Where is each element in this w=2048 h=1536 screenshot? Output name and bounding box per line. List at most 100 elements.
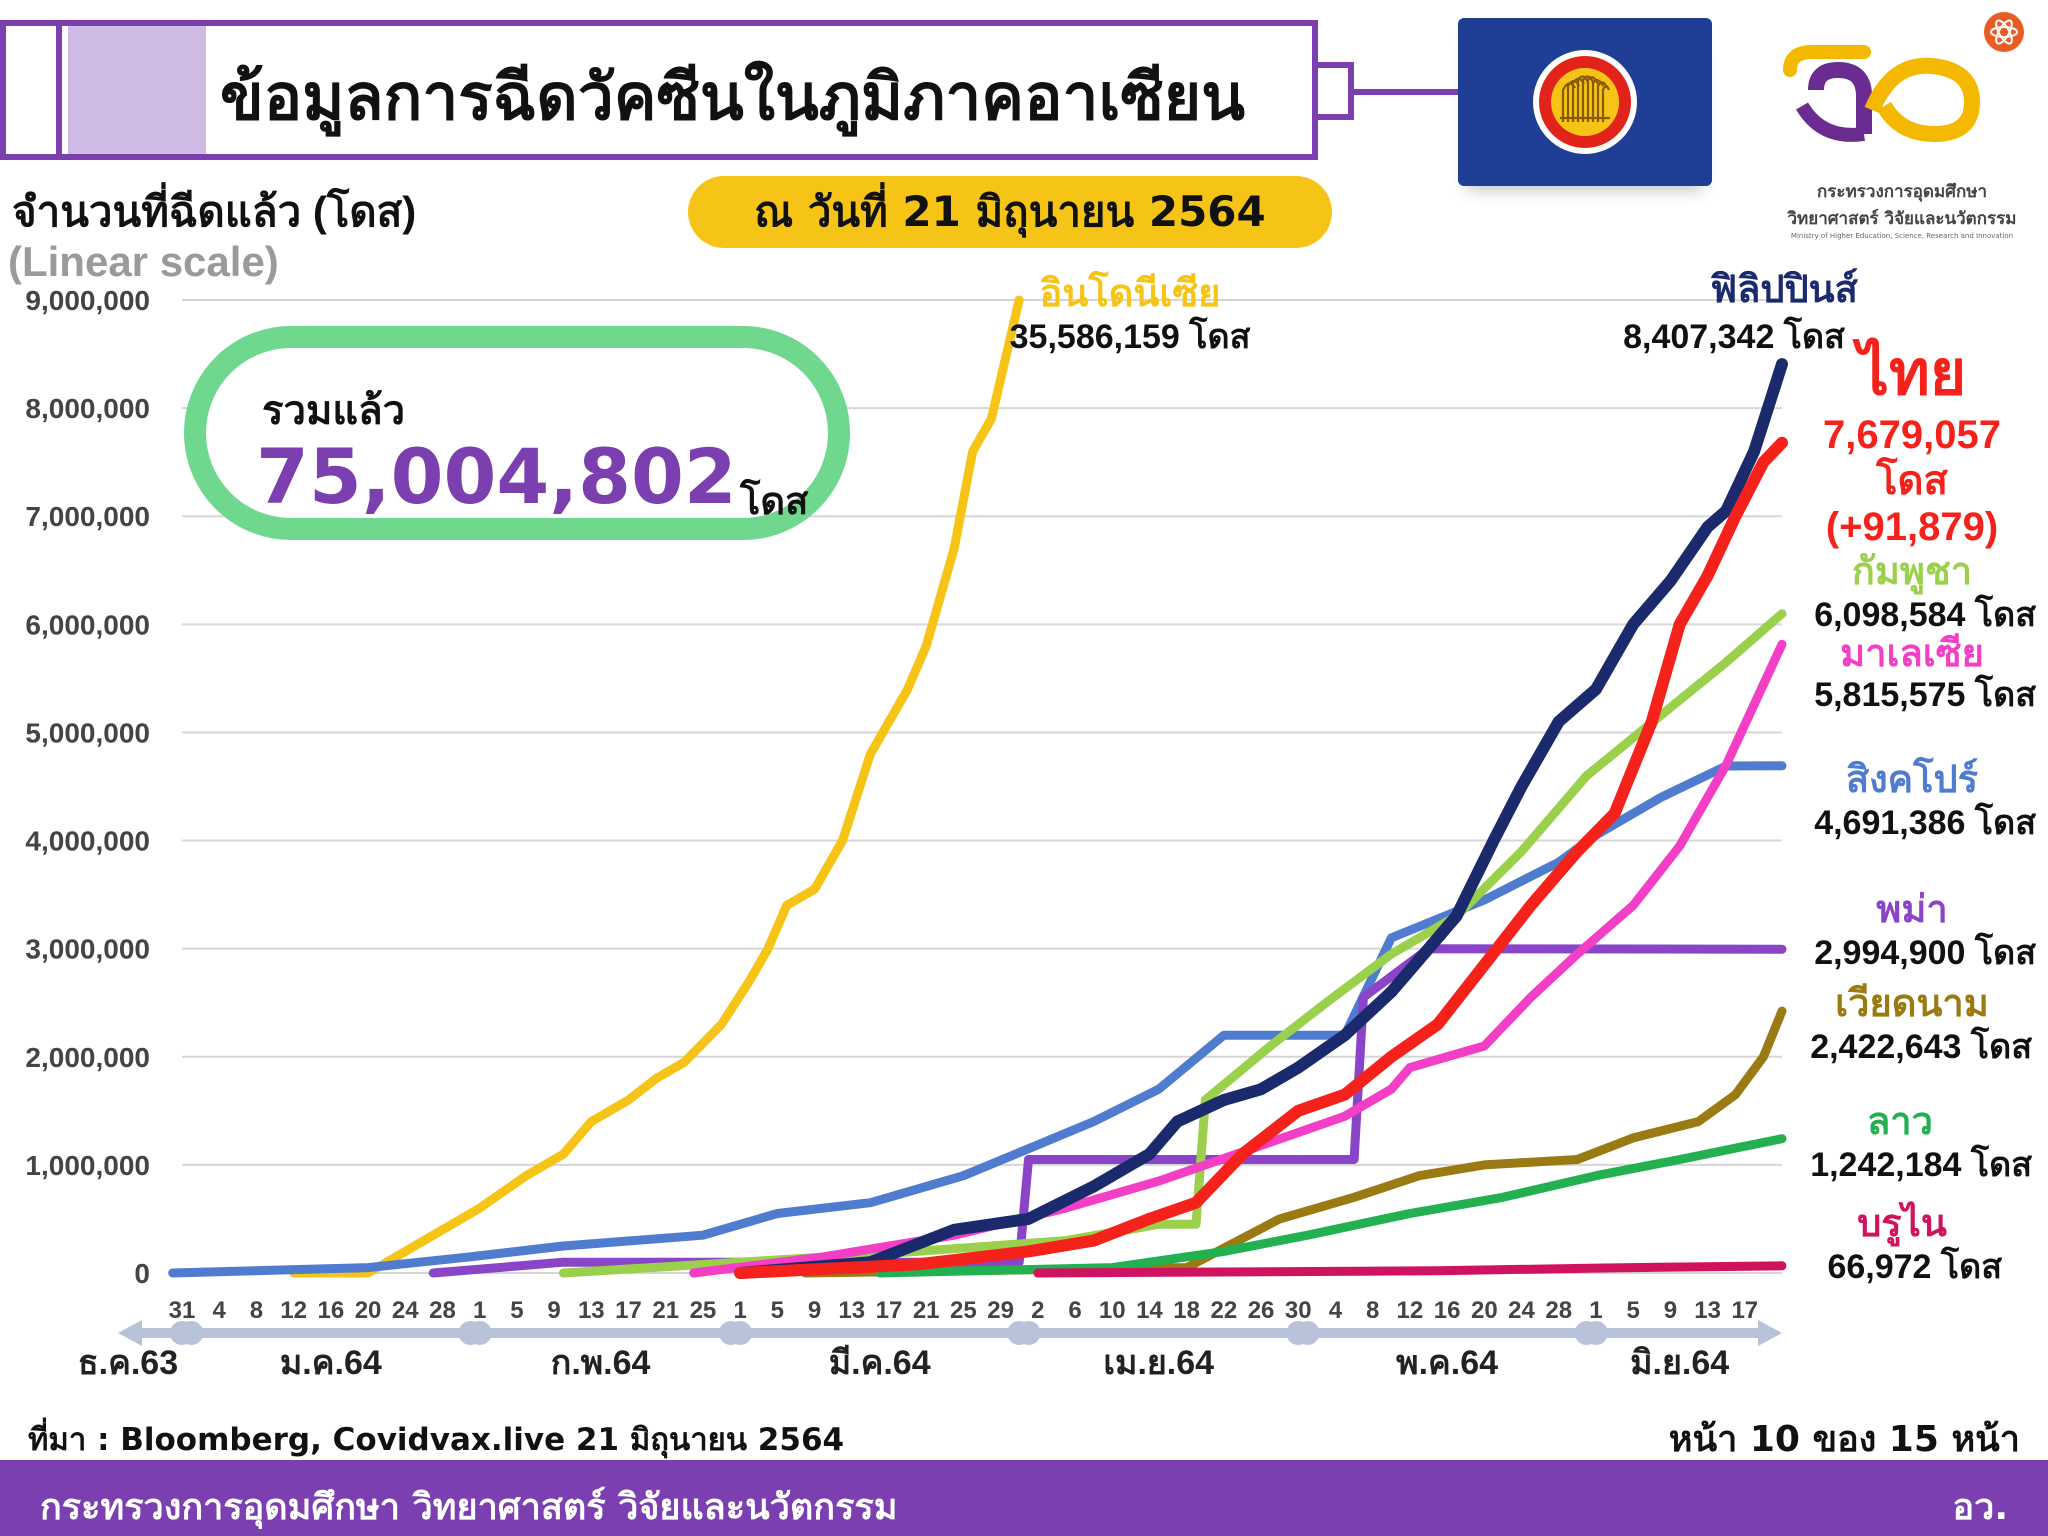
x-tick-label-8: 1 xyxy=(473,1297,486,1324)
x-tick-label-18: 13 xyxy=(838,1297,865,1324)
series-value-singapore: 4,691,386 โดส xyxy=(1814,802,2036,842)
timeline-marker-5 xyxy=(728,1321,753,1345)
x-tick-label-2: 8 xyxy=(250,1297,263,1324)
page-title: ข้อมูลการฉีดวัคซีนในภูมิภาคอาเซียน xyxy=(220,61,1245,135)
page-indicator: หน้า 10 ของ 15 หน้า xyxy=(1668,1419,2020,1460)
x-tick-label-5: 20 xyxy=(355,1297,382,1324)
total-unit: โดส xyxy=(740,479,809,523)
x-tick-label-13: 21 xyxy=(652,1297,679,1324)
x-tick-label-3: 12 xyxy=(280,1297,307,1324)
x-month-label-4: เม.ย.64 xyxy=(1103,1344,1214,1382)
x-tick-label-1: 4 xyxy=(213,1297,227,1324)
series-name-thailand: ไทย xyxy=(1852,337,1966,408)
series-unit-thailand: โดส xyxy=(1875,457,1948,503)
series-value-myanmar: 2,994,900 โดส xyxy=(1814,932,2036,972)
x-tick-label-17: 9 xyxy=(808,1297,821,1324)
x-month-label-0: ธ.ค.63 xyxy=(78,1344,178,1382)
series-name-vietnam: เวียดนาม xyxy=(1835,983,1989,1025)
logo-line-3: Ministry of Higher Education, Science, R… xyxy=(1790,232,2014,240)
x-tick-label-25: 10 xyxy=(1099,1297,1126,1324)
y-tick-label-3: 3,000,000 xyxy=(25,934,150,965)
timeline-marker-9 xyxy=(1295,1321,1320,1345)
series-name-cambodia: กัมพูชา xyxy=(1852,551,1972,595)
syringe-frame xyxy=(0,20,1318,160)
asean-emblem-icon xyxy=(1533,50,1637,154)
y-tick-label-8: 8,000,000 xyxy=(25,393,150,424)
x-tick-label-21: 25 xyxy=(950,1297,977,1324)
series-value-cambodia: 6,098,584 โดส xyxy=(1814,594,2036,634)
y-tick-label-1: 1,000,000 xyxy=(25,1150,150,1181)
series-name-myanmar: พม่า xyxy=(1876,889,1947,931)
x-tick-label-12: 17 xyxy=(615,1297,642,1324)
timeline-arrow-right-icon xyxy=(1758,1320,1782,1346)
syringe-needle xyxy=(1354,89,1458,95)
series-name-philippines: ฟิลิปปินส์ xyxy=(1710,268,1858,311)
x-tick-label-30: 30 xyxy=(1285,1297,1312,1324)
x-month-label-1: ม.ค.64 xyxy=(280,1344,382,1382)
series-value-philippines: 8,407,342 โดส xyxy=(1623,316,1845,356)
mhesi-logo-icon xyxy=(1783,12,2024,143)
timeline-marker-3 xyxy=(467,1321,492,1345)
series-line-0 xyxy=(289,295,1024,1278)
x-month-label-6: มิ.ย.64 xyxy=(1630,1344,1729,1382)
y-axis-title: จำนวนที่ฉีดแล้ว (โดส) xyxy=(12,182,416,235)
x-tick-label-27: 18 xyxy=(1173,1297,1200,1324)
y-tick-label-5: 5,000,000 xyxy=(25,717,150,748)
date-badge: ณ วันที่ 21 มิถุนายน 2564 xyxy=(688,176,1332,248)
x-tick-label-15: 1 xyxy=(733,1297,746,1324)
footer-abbreviation: อว. xyxy=(1952,1487,2008,1528)
x-axis: 31 4 8 12 16 20 24 28 1 5 9 13 17 21 25 1 5 9 13 17 21 25 29 2 6… xyxy=(78,1297,1782,1382)
timeline-arrow-left-icon xyxy=(118,1320,142,1346)
asean-flag-icon xyxy=(1458,18,1712,186)
syringe-tip xyxy=(1318,62,1354,120)
logo-line-2: วิทยาศาสตร์ วิจัยและนวัตกรรม xyxy=(1787,209,2017,229)
series-line-7 xyxy=(800,1006,1787,1278)
ministry-logo xyxy=(1772,10,2042,180)
x-month-label-3: มี.ค.64 xyxy=(829,1344,931,1382)
series-name-indonesia: อินโดนีเซีย xyxy=(1040,270,1221,315)
x-tick-label-20: 21 xyxy=(913,1297,940,1324)
series-line-8 xyxy=(875,1134,1787,1278)
logo-line-1: กระทรวงการอุดมศึกษา xyxy=(1817,182,1987,202)
x-tick-label-35: 20 xyxy=(1471,1297,1498,1324)
x-tick-label-42: 17 xyxy=(1731,1297,1758,1324)
series-line-4 xyxy=(689,639,1787,1278)
x-tick-label-14: 25 xyxy=(690,1297,717,1324)
series-value-laos: 1,242,184 โดส xyxy=(1810,1144,2032,1184)
series-name-malaysia: มาเลเซีย xyxy=(1840,633,1984,675)
series-delta-thailand: (+91,879) xyxy=(1826,505,1998,549)
x-tick-label-0: 31 xyxy=(169,1297,196,1324)
series-name-brunei: บรูไน xyxy=(1857,1201,1947,1247)
series-lines xyxy=(168,295,1788,1279)
series-line-2 xyxy=(734,436,1788,1279)
series-line-1 xyxy=(734,358,1788,1279)
x-tick-label-9: 5 xyxy=(510,1297,523,1324)
x-tick-label-16: 5 xyxy=(771,1297,784,1324)
y-tick-label-2: 2,000,000 xyxy=(25,1042,150,1073)
series-value-brunei: 66,972 โดส xyxy=(1827,1246,2002,1286)
x-month-label-5: พ.ค.64 xyxy=(1396,1344,1498,1382)
timeline-marker-1 xyxy=(179,1321,204,1345)
x-tick-label-24: 6 xyxy=(1068,1297,1081,1324)
x-tick-label-28: 22 xyxy=(1211,1297,1238,1324)
ministry-logo-text: กระทรวงการอุดมศึกษา วิทยาศาสตร์ วิจัยและ… xyxy=(1772,178,2032,240)
series-value-vietnam: 2,422,643 โดส xyxy=(1810,1026,2032,1066)
x-month-label-2: ก.พ.64 xyxy=(551,1344,651,1382)
series-line-5 xyxy=(168,761,1787,1278)
x-tick-label-22: 29 xyxy=(987,1297,1014,1324)
vaccination-line-chart: จำนวนที่ฉีดแล้ว (โดส) (Linear scale) 0 1,… xyxy=(8,182,2037,1382)
series-labels: อินโดนีเซีย35,586,159 โดส ฟิลิปปินส์ 8,407… xyxy=(1010,268,2037,1286)
y-tick-label-0: 0 xyxy=(134,1258,150,1289)
x-tick-label-4: 16 xyxy=(317,1297,344,1324)
source-note: ที่มา : Bloomberg, Covidvax.live 21 มิถุ… xyxy=(28,1422,845,1458)
x-tick-label-32: 8 xyxy=(1366,1297,1379,1324)
x-tick-label-33: 12 xyxy=(1397,1297,1424,1324)
x-tick-label-39: 5 xyxy=(1626,1297,1639,1324)
x-tick-label-26: 14 xyxy=(1136,1297,1163,1324)
series-name-singapore: สิงคโปร์ xyxy=(1846,756,1979,801)
x-tick-label-37: 28 xyxy=(1545,1297,1572,1324)
x-tick-label-31: 4 xyxy=(1329,1297,1343,1324)
x-tick-label-7: 28 xyxy=(429,1297,456,1324)
x-tick-label-11: 13 xyxy=(578,1297,605,1324)
y-tick-label-4: 4,000,000 xyxy=(25,826,150,857)
